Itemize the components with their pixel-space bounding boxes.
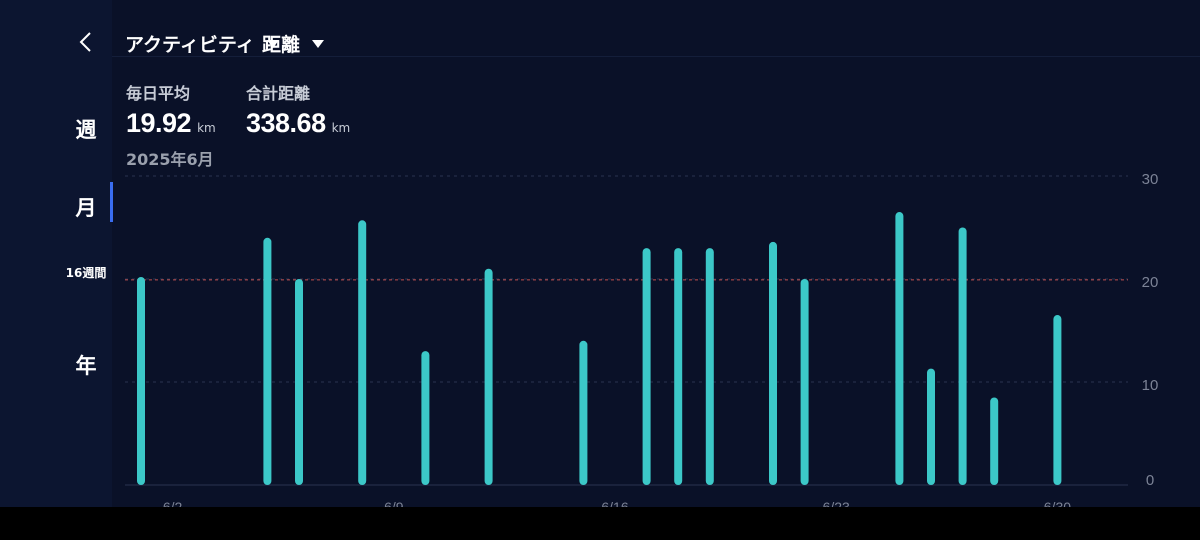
distance-bar bbox=[769, 241, 777, 485]
metric-dropdown-label: 距離 bbox=[262, 34, 301, 56]
activity-dropdown-label: アクティビティ bbox=[125, 34, 255, 56]
chevron-left-icon bbox=[79, 32, 91, 52]
distance-bar bbox=[958, 227, 967, 485]
daily-average-label: 毎日平均 bbox=[126, 84, 191, 103]
caret-down-icon bbox=[266, 39, 279, 48]
period-sidebar bbox=[0, 0, 112, 507]
x-tick-label: 6/2 bbox=[163, 499, 183, 507]
activity-dropdown[interactable]: アクティビティ bbox=[125, 30, 279, 57]
total-distance-value: 338.68 bbox=[246, 108, 326, 138]
x-tick-label: 6/30 bbox=[1044, 499, 1071, 507]
distance-bar bbox=[895, 212, 904, 486]
x-tick-label: 6/9 bbox=[384, 499, 404, 507]
x-tick-label: 6/16 bbox=[601, 499, 628, 507]
x-tick-label: 6/23 bbox=[823, 499, 850, 507]
y-tick-label: 20 bbox=[1142, 274, 1159, 291]
header-divider bbox=[112, 56, 1200, 57]
y-tick-label: 0 bbox=[1146, 472, 1154, 489]
y-tick-label: 30 bbox=[1142, 171, 1159, 188]
back-button[interactable] bbox=[70, 28, 102, 56]
distance-bar bbox=[358, 220, 367, 486]
distance-bar bbox=[990, 397, 999, 485]
distance-bar bbox=[705, 248, 714, 485]
distance-bar bbox=[642, 248, 651, 485]
distance-bar bbox=[674, 248, 683, 485]
daily-average-unit: km bbox=[197, 121, 216, 135]
distance-bar bbox=[137, 276, 145, 485]
distance-bar bbox=[263, 237, 272, 485]
distance-bar bbox=[1053, 315, 1062, 485]
navigation-bar bbox=[0, 507, 1200, 540]
daily-average-value: 19.92 bbox=[126, 108, 192, 138]
period-month-tab[interactable]: 月 bbox=[75, 196, 97, 220]
total-distance-unit: km bbox=[331, 121, 351, 135]
y-tick-label: 10 bbox=[1142, 377, 1159, 394]
distance-bar-chart: 0 10 20 30 6/2 6/9 6/16 6/23 6/30 bbox=[125, 171, 1159, 507]
distance-bar bbox=[579, 340, 588, 485]
distance-bar bbox=[484, 268, 493, 485]
caret-down-icon bbox=[312, 39, 325, 48]
active-period-indicator bbox=[110, 182, 113, 222]
total-distance-stat: 合計距離 338.68 km bbox=[246, 80, 350, 139]
distance-bar bbox=[800, 279, 809, 485]
period-week-tab[interactable]: 週 bbox=[75, 118, 97, 142]
period-year-tab[interactable]: 年 bbox=[75, 354, 97, 378]
metric-dropdown[interactable]: 距離 bbox=[262, 30, 325, 57]
period-16-weeks-tab[interactable]: 16週間 bbox=[65, 266, 107, 280]
daily-average-stat: 毎日平均 19.92 km bbox=[126, 80, 216, 139]
total-distance-label: 合計距離 bbox=[246, 84, 311, 103]
period-label: 2025年6月 bbox=[126, 150, 214, 169]
distance-bar bbox=[421, 351, 430, 485]
distance-bar bbox=[927, 368, 935, 485]
distance-bar bbox=[295, 279, 303, 485]
